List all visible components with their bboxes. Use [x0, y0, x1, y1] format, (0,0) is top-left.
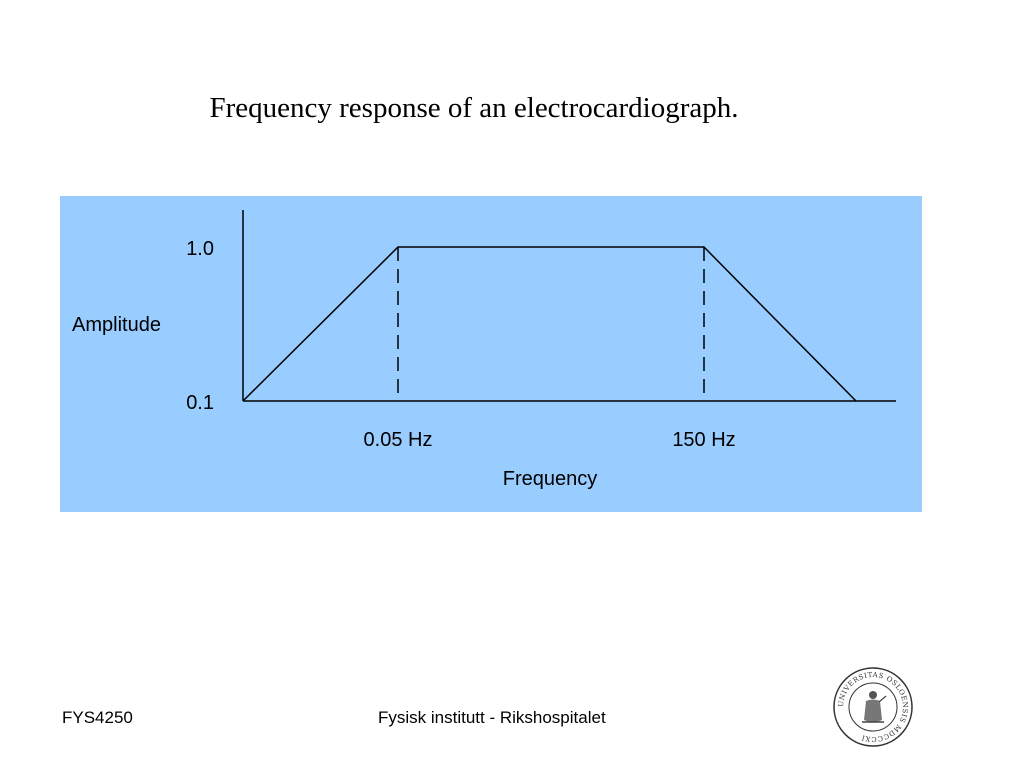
chart-panel: 1.0 0.1 Amplitude 0.05 Hz 150 Hz Frequen…	[60, 196, 922, 512]
x-tick-label-low: 0.05 Hz	[364, 429, 433, 451]
footer-institution: Fysisk institutt - Rikshospitalet	[378, 708, 606, 727]
frequency-response-chart: 1.0 0.1 Amplitude 0.05 Hz 150 Hz Frequen…	[72, 210, 896, 490]
y-axis-label: Amplitude	[72, 314, 161, 336]
response-curve	[242, 246, 857, 402]
y-tick-label-high: 1.0	[186, 238, 214, 260]
seal-icon: UNIVERSITAS OSLOENSIS MDCCCXI	[833, 667, 913, 747]
x-axis-label: Frequency	[503, 468, 598, 490]
slide-title: Frequency response of an electrocardiogr…	[209, 92, 739, 124]
footer-course-code: FYS4250	[62, 708, 133, 727]
university-seal-logo: UNIVERSITAS OSLOENSIS MDCCCXI	[832, 666, 914, 753]
x-tick-label-high: 150 Hz	[672, 429, 735, 451]
y-tick-label-low: 0.1	[186, 392, 214, 414]
